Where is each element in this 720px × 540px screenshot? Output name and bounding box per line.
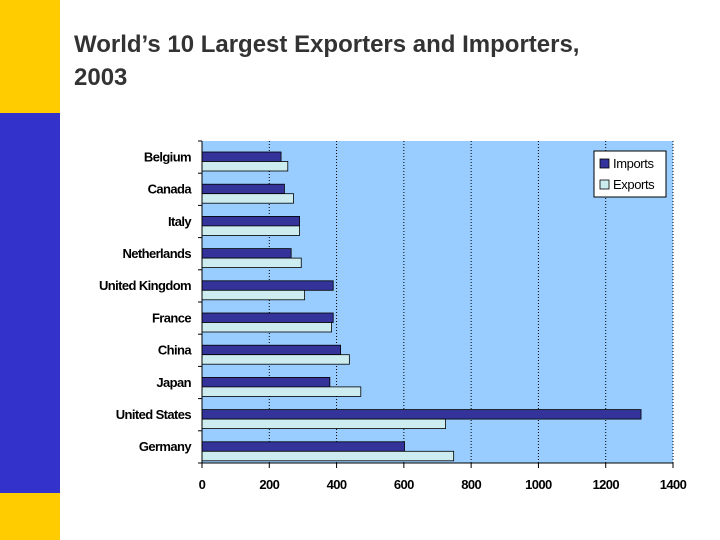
- legend-label-imports: Imports: [613, 156, 654, 171]
- category-label: Germany: [139, 439, 193, 454]
- bar-imports: [201, 280, 334, 291]
- title-line-1: World’s 10 Largest Exporters and Importe…: [74, 31, 580, 58]
- x-tick-label: 1200: [592, 477, 619, 492]
- bar-exports: [201, 289, 306, 301]
- bar-imports: [201, 183, 285, 195]
- accent-bar-yellow-top: [0, 0, 60, 113]
- bar-imports: [201, 376, 331, 388]
- x-tick-label: 1000: [525, 477, 552, 492]
- legend-swatch-exports: [599, 179, 610, 190]
- category-label: France: [152, 310, 191, 325]
- x-tick-label: 200: [259, 477, 279, 492]
- bar-exports: [201, 322, 332, 333]
- bar-exports: [201, 257, 302, 269]
- category-label: United States: [116, 407, 192, 422]
- x-tick-label: 0: [199, 477, 206, 492]
- category-label: Netherlands: [122, 246, 191, 261]
- x-tick-label: 1400: [660, 477, 687, 492]
- bar-exports: [201, 354, 350, 365]
- title-line-2: 2003: [74, 64, 128, 91]
- legend-label-exports: Exports: [613, 177, 655, 192]
- bar-imports: [201, 215, 300, 227]
- slide-title: World’s 10 Largest Exporters and Importe…: [74, 28, 694, 94]
- category-label: Italy: [168, 214, 192, 229]
- bar-imports: [201, 441, 405, 452]
- category-label: United Kingdom: [99, 278, 191, 293]
- bar-exports: [201, 450, 455, 462]
- bar-exports: [201, 386, 362, 397]
- bar-exports: [201, 225, 300, 236]
- x-tick-label: 800: [461, 477, 481, 492]
- bar-imports: [201, 312, 334, 323]
- bar-imports: [201, 248, 292, 259]
- accent-bar-blue: [0, 113, 60, 493]
- bar-imports: [201, 151, 282, 162]
- accent-bar-yellow-bottom: [0, 493, 60, 540]
- x-tick-label: 400: [327, 477, 347, 492]
- category-label: Belgium: [144, 149, 191, 164]
- bar-exports: [201, 193, 294, 204]
- bar-exports: [201, 418, 446, 430]
- category-label: Canada: [148, 182, 193, 197]
- bar-imports: [201, 344, 342, 356]
- category-label: China: [158, 343, 192, 358]
- x-tick-label: 600: [394, 477, 414, 492]
- bar-imports: [201, 409, 642, 420]
- legend-swatch-imports: [599, 158, 610, 169]
- bar-exports: [201, 161, 289, 172]
- category-label: Japan: [156, 375, 191, 390]
